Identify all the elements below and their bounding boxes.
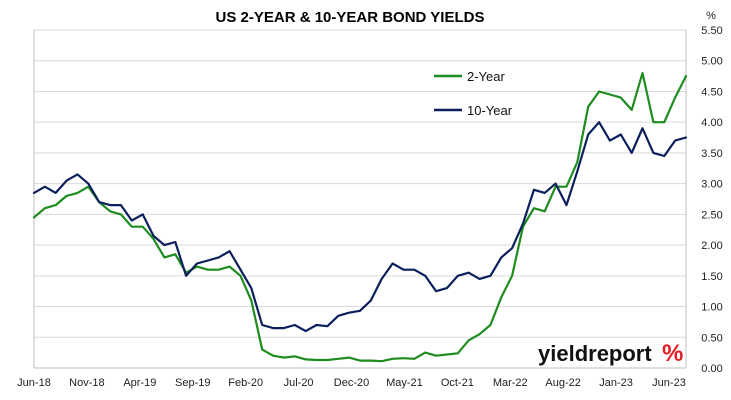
x-tick-label: Nov-18: [69, 377, 104, 389]
y-tick-label: 1.00: [701, 302, 722, 314]
legend-label: 2-Year: [467, 69, 505, 84]
y-tick-label: 0.50: [701, 332, 722, 344]
y-axis-unit: %: [706, 10, 716, 22]
yieldreport-logo: yieldreport %: [538, 340, 683, 367]
x-tick-label: Sep-19: [175, 377, 210, 389]
x-tick-label: Jun-23: [652, 377, 686, 389]
x-tick-label: Aug-22: [545, 377, 580, 389]
y-tick-label: 3.50: [701, 148, 722, 160]
y-tick-label: 1.50: [701, 271, 722, 283]
x-tick-label: Oct-21: [441, 377, 474, 389]
y-tick-label: 5.50: [701, 25, 722, 37]
x-tick-label: May-21: [386, 377, 423, 389]
x-axis-ticks: Jun-18 Nov-18 Apr-19 Sep-19 Feb-20 Jul-20 Dec-…: [17, 377, 686, 389]
y-tick-label: 4.00: [701, 117, 722, 129]
x-tick-label: Jun-18: [17, 377, 51, 389]
x-tick-label: Mar-22: [493, 377, 528, 389]
series-line-10-year: [32, 121, 688, 333]
legend-label: 10-Year: [467, 103, 513, 118]
y-tick-label: 3.00: [701, 179, 722, 191]
logo-percent-icon: %: [662, 340, 683, 367]
y-tick-label: 4.50: [701, 86, 722, 98]
y-tick-label: 2.00: [701, 240, 722, 252]
logo-text: yieldreport: [538, 341, 652, 366]
legend: 2-Year 10-Year: [434, 69, 513, 118]
chart-title: US 2-YEAR & 10-YEAR BOND YIELDS: [216, 9, 485, 26]
y-tick-label: 5.00: [701, 56, 722, 68]
x-tick-label: Jan-23: [599, 377, 633, 389]
x-tick-label: Dec-20: [334, 377, 369, 389]
series-lines: [32, 71, 688, 363]
gridlines: [33, 29, 687, 369]
series-line-2-year: [32, 71, 688, 363]
x-tick-label: Feb-20: [228, 377, 263, 389]
y-axis-ticks: 0.00 0.50 1.00 1.50 2.00 2.50 3.00 3.50 4.00 4.50…: [701, 25, 722, 375]
x-tick-label: Jul-20: [284, 377, 314, 389]
x-tick-label: Apr-19: [123, 377, 156, 389]
y-tick-label: 2.50: [701, 209, 722, 221]
y-tick-label: 0.00: [701, 363, 722, 375]
